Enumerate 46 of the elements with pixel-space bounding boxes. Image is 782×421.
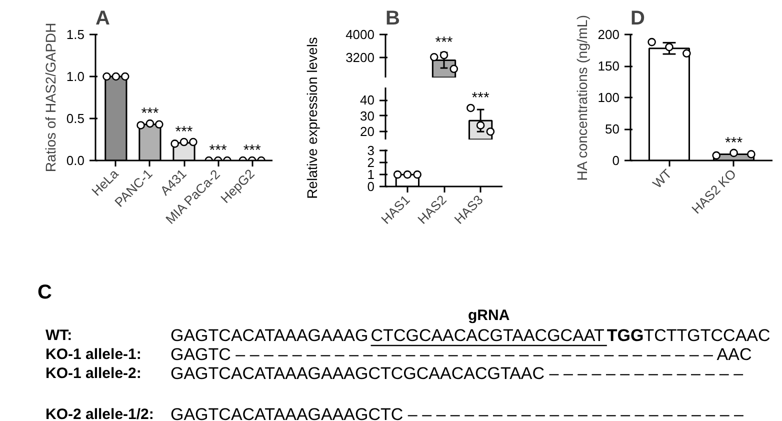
text: GAGTC – – – – – – – – – – – – – – – – – – – – – – – – – – – – – – – – – – AAC [170,345,752,364]
y-tick-label: 100 [598,90,620,105]
text: GAGTCACATAAAGAAAGCTCGCAACACGTAAC – – – – – – – – – – – – – – [170,364,744,383]
annotation: *** [472,89,490,106]
y-tick-label: 0 [612,153,620,168]
y-axis-title: HA concentrations (ng/mL) [574,15,590,181]
text: CTCGCAACACGTAACGCAAT [370,326,604,345]
y-tick-label: 20 [360,124,375,140]
y-tick-label: 40 [360,92,375,108]
y-tick-label: 3200 [346,50,374,65]
y-tick-label: 4000 [346,27,374,42]
annotation: *** [435,34,453,52]
text: GAGTCACATAAAGAAAGCTC – – – – – – – – – – – – – – – – – – – – – – – – [170,405,744,421]
text: KO-2 allele-1/2: [46,406,154,421]
annotation: *** [243,142,261,159]
text: C [38,282,52,304]
chart-title: D [630,8,645,30]
x-tick-label: WT [650,166,675,192]
y-tick-label: 200 [598,27,620,42]
y-axis-title: Relative expression levels [304,37,320,199]
y-tick-label: 50 [605,122,620,136]
y-axis-title: Ratios of HAS2/GAPDH [42,22,58,172]
point [450,64,458,74]
y-tick-label: 0.0 [66,153,85,168]
y-tick-label: 30 [360,108,375,124]
annotation: *** [209,142,227,159]
text: KO-1 allele-1: [46,346,142,363]
annotation: *** [141,105,159,122]
point [466,104,475,112]
annotation: *** [175,124,193,141]
y-tick-label: 1.5 [66,27,85,42]
text: TCTTGTCCAAC [644,326,770,345]
y-tick-label: 0.5 [66,111,85,126]
text: KO-1 allele-2: [46,365,142,382]
text: GAGTCACATAAAGAAAG [170,326,368,345]
chart-title: A [96,8,110,30]
text: gRNA [468,307,510,324]
y-tick-label: 150 [598,58,620,74]
text: TGG [606,326,644,345]
chart-title: B [386,8,400,30]
text: WT: [46,327,72,344]
point [430,53,438,62]
point [486,127,495,136]
annotation: *** [725,134,743,152]
y-tick-label: 1.0 [66,69,85,84]
point [440,50,448,60]
